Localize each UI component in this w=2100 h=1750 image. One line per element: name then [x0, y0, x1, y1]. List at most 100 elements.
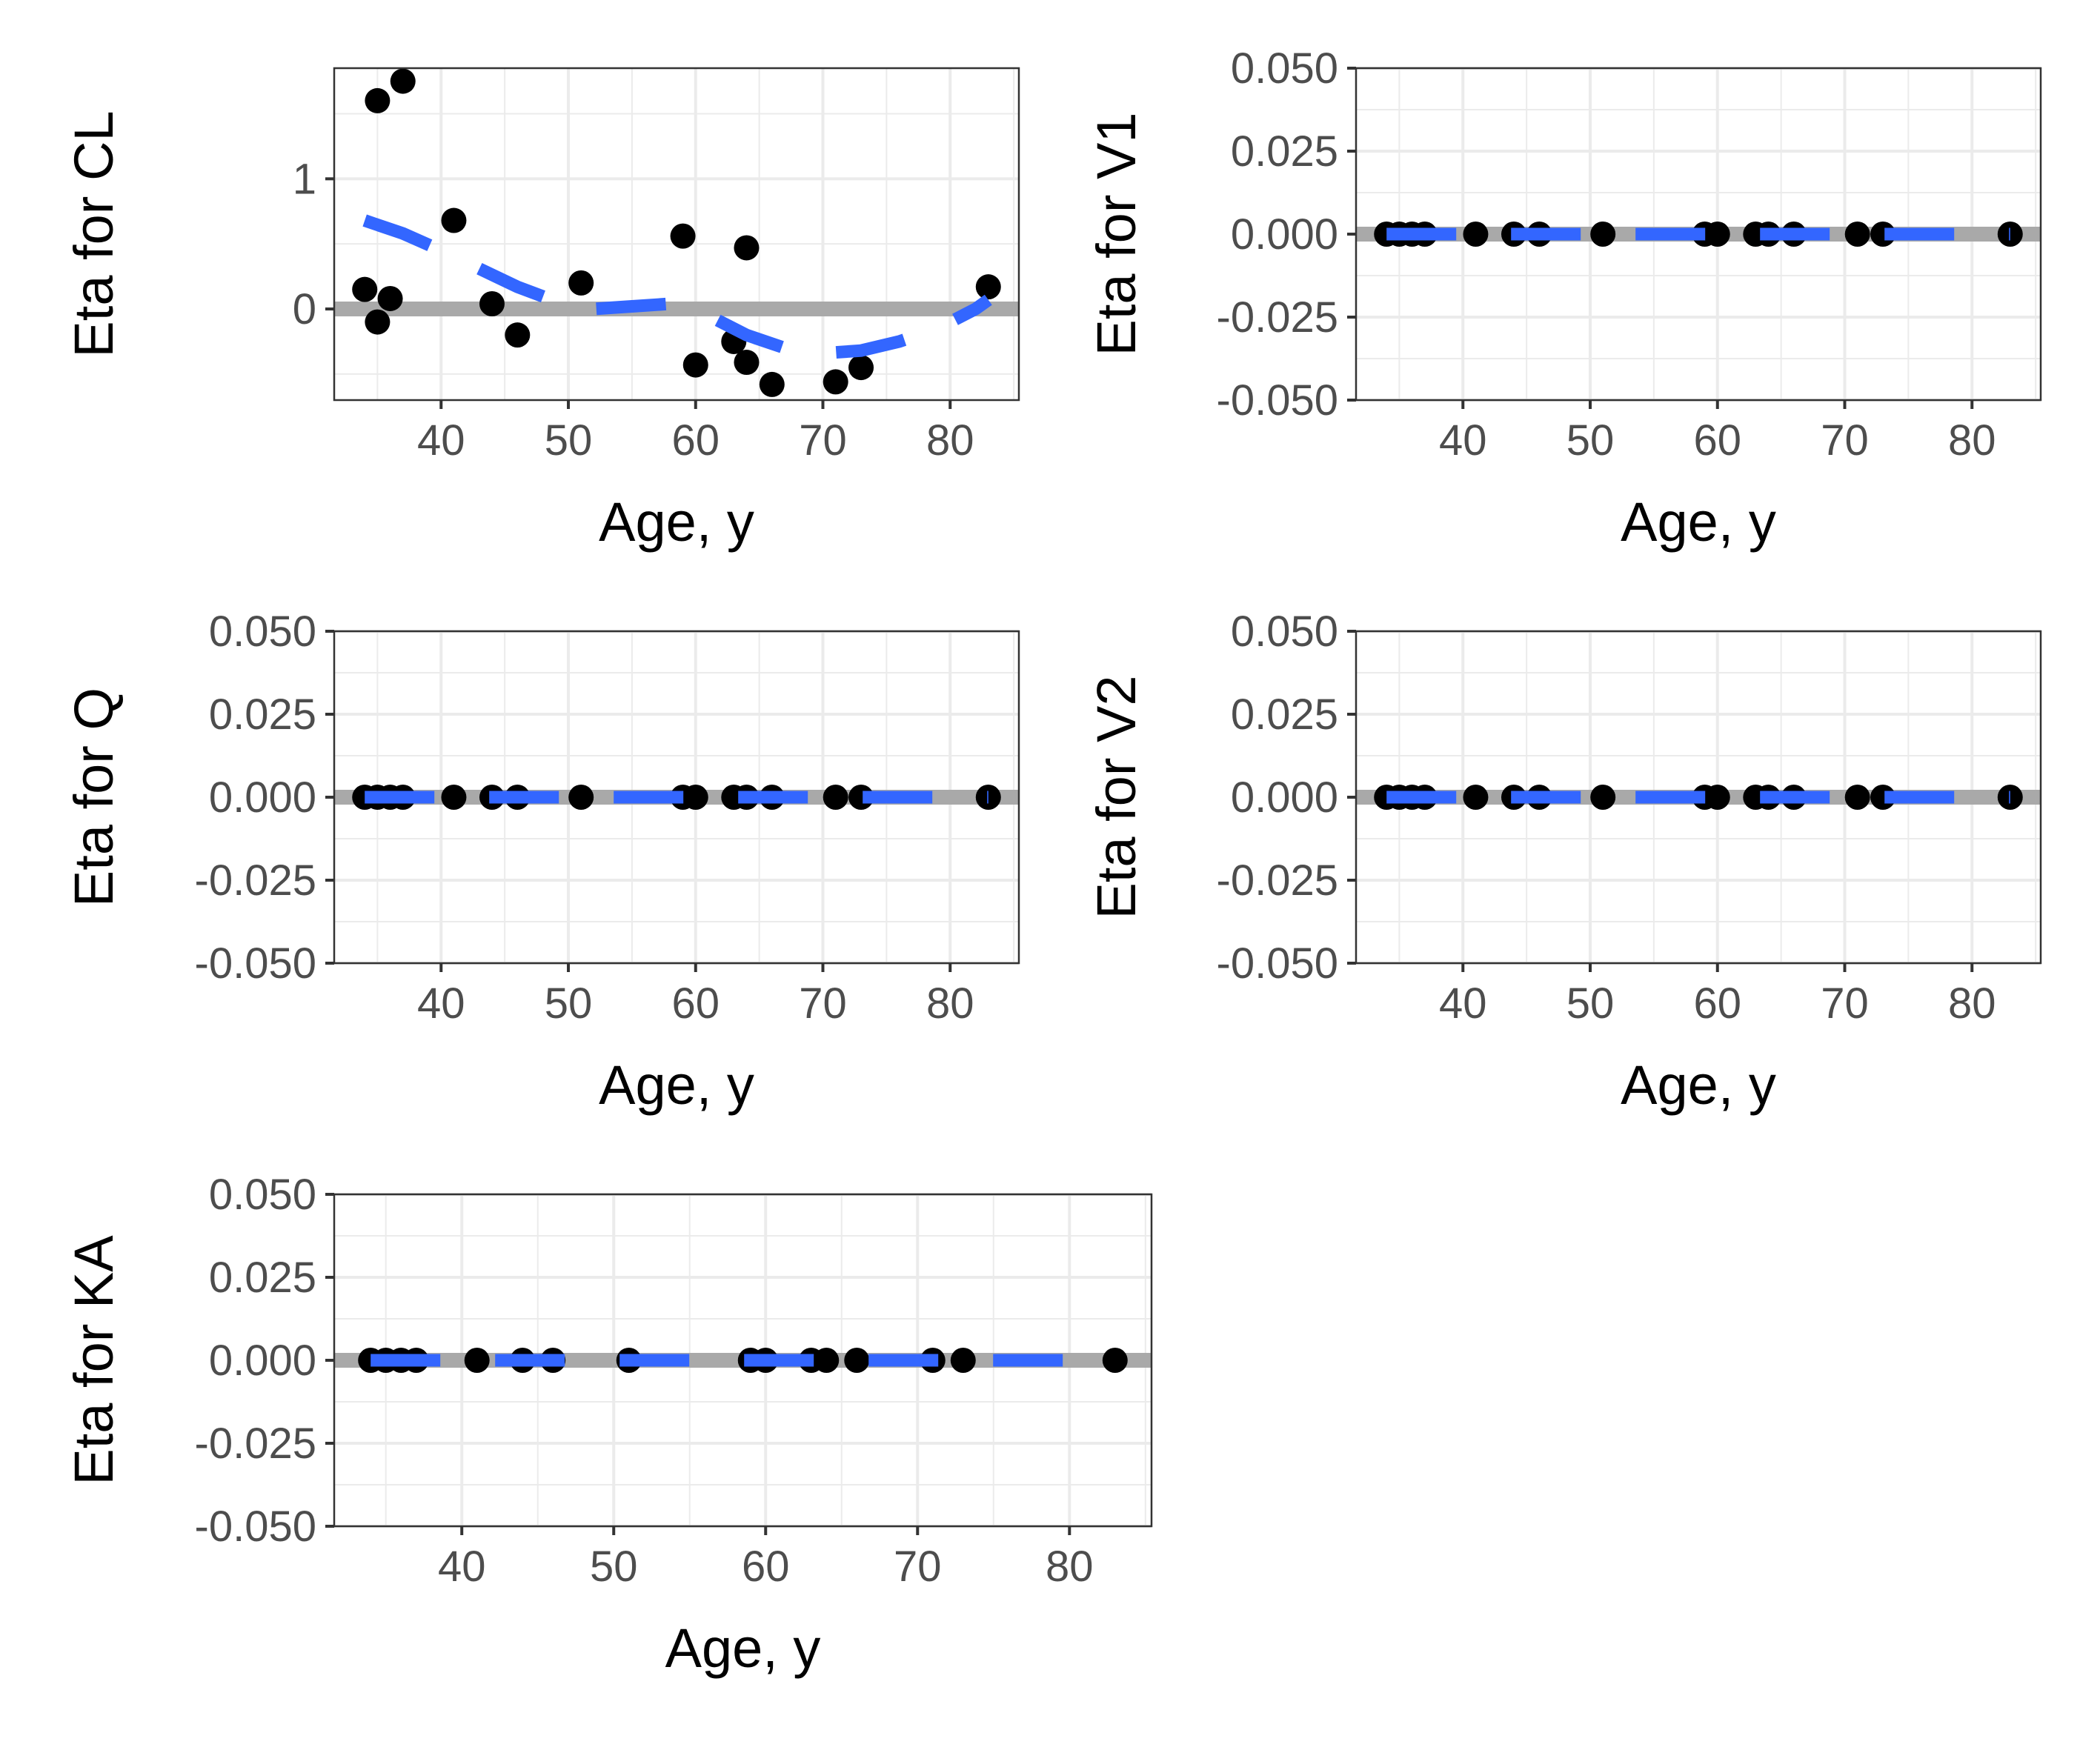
y-axis-title: Eta for V2 — [1086, 675, 1147, 919]
y-tick-label: -0.025 — [195, 856, 316, 905]
y-axis-title: Eta for Q — [63, 688, 124, 907]
y-tick-label: -0.025 — [195, 1420, 316, 1468]
y-tick-label: 0.000 — [1231, 210, 1338, 259]
data-point — [1463, 222, 1489, 247]
data-point — [365, 309, 391, 335]
x-axis-title: Age, y — [1621, 1054, 1776, 1116]
data-point — [814, 1348, 840, 1373]
x-tick-label: 50 — [545, 416, 593, 465]
y-tick-label: -0.025 — [1217, 293, 1338, 342]
data-point — [1844, 785, 1870, 810]
y-tick-label: -0.050 — [1217, 376, 1338, 425]
y-tick-label: 0.000 — [209, 773, 316, 822]
data-point — [1704, 785, 1730, 810]
data-point — [734, 235, 760, 261]
y-tick-label: 0.025 — [209, 1254, 316, 1302]
data-point — [823, 785, 848, 810]
x-tick-label: 60 — [742, 1543, 790, 1591]
data-point — [1590, 785, 1616, 810]
x-tick-label: 60 — [672, 416, 720, 465]
x-tick-label: 60 — [672, 979, 720, 1028]
plot-area — [334, 68, 1019, 397]
data-point — [505, 322, 531, 348]
data-point — [844, 1348, 870, 1373]
x-tick-label: 70 — [799, 416, 847, 465]
x-tick-label: 80 — [1948, 979, 1996, 1028]
data-point — [1590, 222, 1616, 247]
x-tick-label: 50 — [1566, 416, 1615, 465]
y-tick-label: 0.025 — [1231, 691, 1338, 739]
x-tick-label: 40 — [438, 1543, 486, 1591]
data-point — [390, 68, 416, 94]
data-point — [848, 355, 874, 381]
panel-border — [333, 67, 1020, 402]
x-axis-title: Age, y — [599, 491, 754, 553]
data-point — [441, 785, 467, 810]
data-point — [568, 270, 594, 296]
panel-ka: 40 50 60 70 80 -0.050 -0.025 0.000 0.025 0.050 Age… — [63, 1171, 1153, 1679]
data-point — [1704, 222, 1730, 247]
y-tick-label: -0.050 — [195, 939, 316, 988]
y-tick-label: 0.025 — [1231, 127, 1338, 176]
data-point — [479, 290, 505, 316]
panel-v2: 40 50 60 70 80 -0.050 -0.025 0.000 0.025 0.050 Age… — [1086, 608, 2042, 1116]
y-tick-label: -0.025 — [1217, 856, 1338, 905]
x-axis-title: Age, y — [665, 1617, 821, 1679]
x-tick-label: 60 — [1694, 979, 1742, 1028]
data-point — [823, 369, 848, 395]
data-point — [1463, 785, 1489, 810]
panel-q: 40 50 60 70 80 -0.050 -0.025 0.000 0.025 0.050 Age… — [63, 608, 1020, 1116]
panel-cl: 40 50 60 70 80 0 1 Age, y Eta for CL — [63, 67, 1020, 553]
y-axis-title: Eta for V1 — [1086, 112, 1147, 356]
y-tick-label: 0.050 — [1231, 44, 1338, 93]
data-point — [464, 1348, 490, 1373]
data-point — [670, 223, 696, 249]
data-point — [568, 785, 594, 810]
data-point — [734, 350, 760, 376]
x-tick-label: 50 — [1566, 979, 1615, 1028]
y-tick-label: -0.050 — [1217, 939, 1338, 988]
data-point — [975, 274, 1001, 300]
y-tick-label: -0.050 — [195, 1503, 316, 1551]
x-tick-label: 60 — [1694, 416, 1742, 465]
data-point — [441, 207, 467, 233]
x-tick-label: 50 — [590, 1543, 638, 1591]
data-point — [759, 371, 785, 397]
plot-area — [334, 1348, 1152, 1373]
plot-area — [1356, 222, 2041, 247]
y-tick-label: 0 — [293, 285, 316, 333]
x-tick-label: 40 — [1439, 416, 1487, 465]
x-tick-label: 50 — [545, 979, 593, 1028]
plot-area — [334, 785, 1019, 810]
data-point — [1844, 222, 1870, 247]
y-tick-label: 0.050 — [209, 1171, 316, 1219]
data-point — [682, 785, 708, 810]
y-axis-title: Eta for KA — [63, 1235, 124, 1485]
x-tick-label: 70 — [894, 1543, 942, 1591]
x-tick-label: 80 — [926, 979, 974, 1028]
y-tick-label: 0.050 — [209, 608, 316, 656]
y-axis-title: Eta for CL — [63, 110, 124, 357]
x-axis-title: Age, y — [1621, 491, 1776, 553]
x-tick-label: 70 — [1821, 416, 1869, 465]
x-tick-label: 80 — [926, 416, 974, 465]
x-tick-label: 40 — [417, 416, 465, 465]
x-tick-label: 40 — [417, 979, 465, 1028]
data-point — [682, 352, 708, 378]
data-point — [365, 87, 391, 113]
data-point — [950, 1348, 976, 1373]
data-point — [377, 285, 403, 311]
y-tick-label: 1 — [293, 155, 316, 203]
y-tick-label: 0.025 — [209, 691, 316, 739]
x-tick-label: 40 — [1439, 979, 1487, 1028]
x-tick-label: 70 — [799, 979, 847, 1028]
x-tick-label: 70 — [1821, 979, 1869, 1028]
data-point — [1102, 1348, 1128, 1373]
plot-area — [1356, 785, 2041, 810]
x-axis-title: Age, y — [599, 1054, 754, 1116]
y-tick-label: 0.000 — [209, 1337, 316, 1385]
y-tick-label: 0.000 — [1231, 773, 1338, 822]
x-tick-label: 80 — [1046, 1543, 1094, 1591]
y-tick-label: 0.050 — [1231, 608, 1338, 656]
